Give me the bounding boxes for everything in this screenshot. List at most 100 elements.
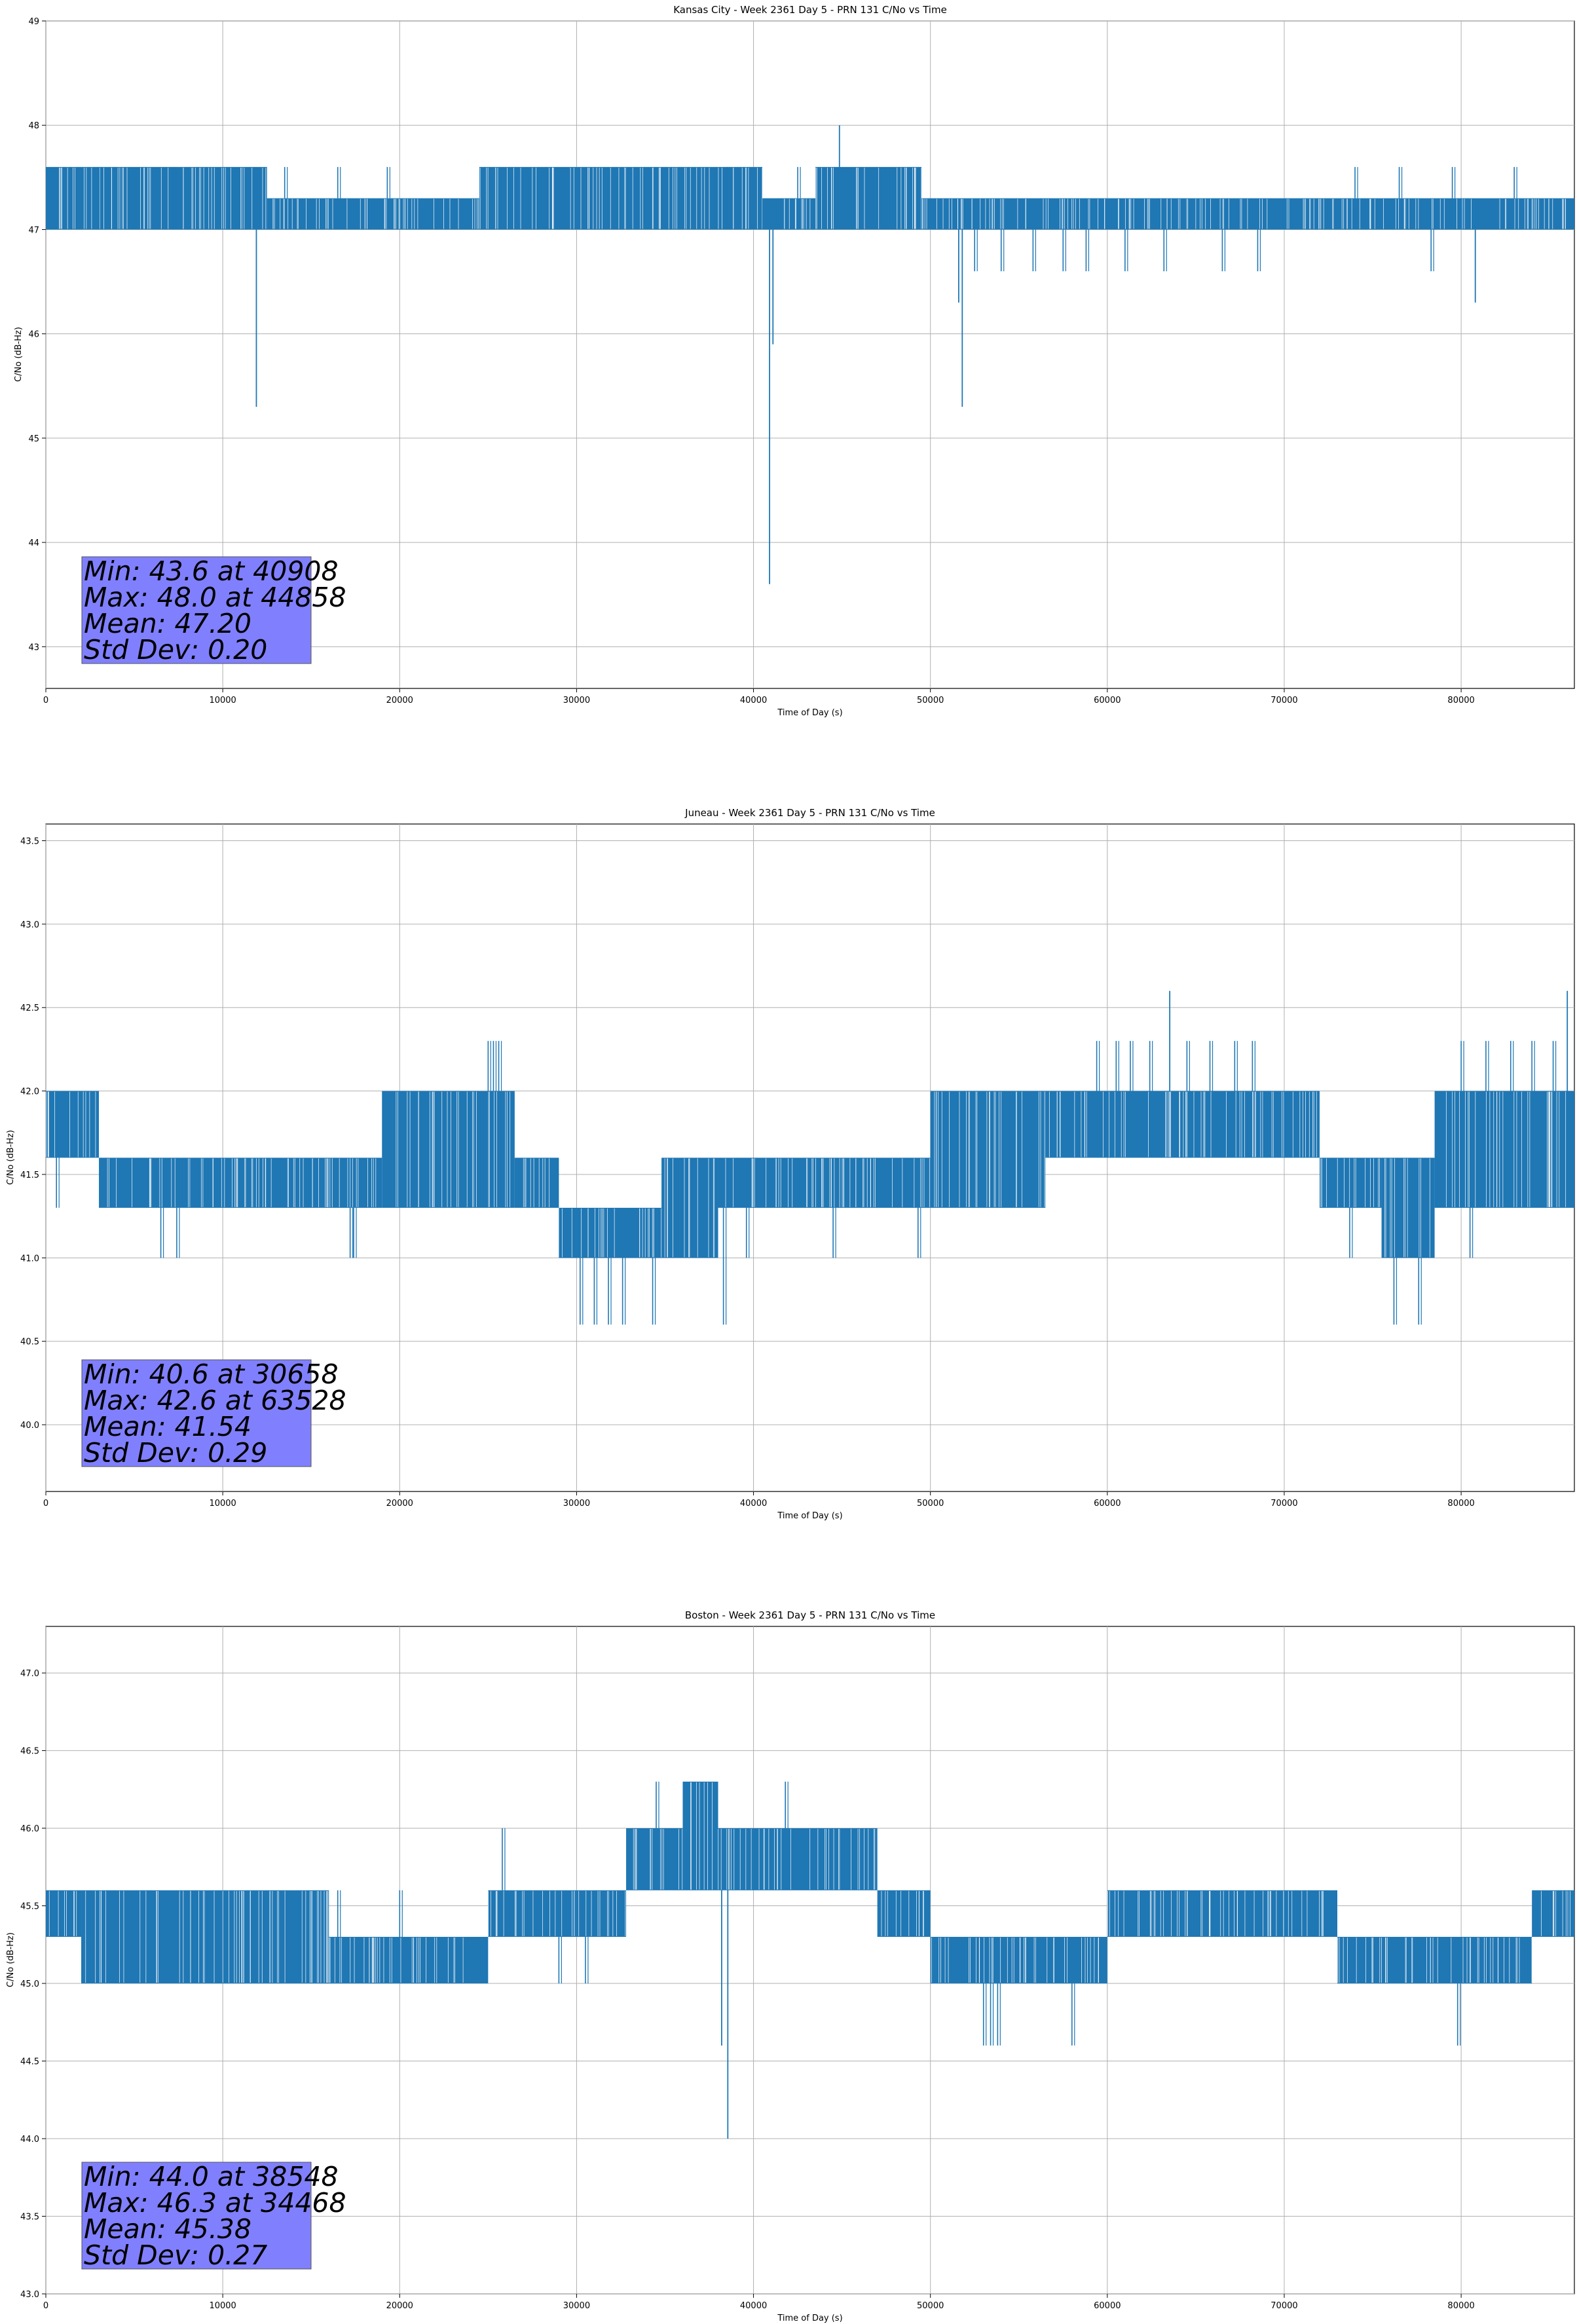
x-tick-label: 80000 [1447,696,1474,705]
cno-band-segment [1320,1157,1382,1208]
y-tick-label: 43.0 [20,920,39,930]
x-tick-label: 80000 [1447,2301,1474,2311]
y-tick-label: 40.0 [20,1421,39,1431]
x-tick-label: 40000 [740,1499,767,1509]
y-tick-label: 46 [28,330,39,340]
x-tick-label: 0 [43,1499,48,1509]
x-tick-label: 10000 [209,2301,236,2311]
x-tick-label: 60000 [1094,1499,1121,1509]
y-tick-label: 40.5 [20,1338,39,1347]
y-axis-label: C/No (dB-Hz) [6,1932,16,1987]
x-tick-label: 20000 [386,696,413,705]
cno-band-segment [99,1157,382,1208]
y-tick-label: 47.0 [20,1669,39,1679]
y-tick-label: 44 [28,538,39,548]
cno-band-segment [514,1157,559,1208]
x-tick-label: 10000 [209,696,236,705]
cno-band-segment [1337,1936,1532,1984]
chart-title: Kansas City - Week 2361 Day 5 - PRN 131 … [673,4,947,16]
y-tick-label: 49 [28,17,39,27]
cno-band-segment [626,1828,683,1890]
chart-title: Boston - Week 2361 Day 5 - PRN 131 C/No … [685,1609,935,1621]
stats-max: Max: 46.3 at 34468 [84,2187,346,2219]
y-axis-label: C/No (dB-Hz) [6,1130,16,1185]
y-tick-label: 43.5 [20,836,39,846]
cno-band-segment [718,1828,878,1890]
cno-band-segment [682,1781,718,1890]
cno-band-segment [559,1207,662,1258]
x-tick-label: 60000 [1094,2301,1121,2311]
stats-box-background [81,1359,312,1467]
cno-band-segment [81,1890,329,1984]
cno-band-segment [488,1890,577,1937]
y-tick-label: 44.5 [20,2057,39,2067]
x-tick-label: 50000 [917,1499,944,1509]
cno-band-segment [762,198,816,230]
x-tick-label: 20000 [386,1499,413,1509]
stats-min: Min: 43.6 at 40908 [84,555,339,587]
cno-band-segment [46,166,267,230]
cno-band-segment [576,1890,627,1937]
x-tick-label: 80000 [1447,1499,1474,1509]
cno-band-segment [718,1157,931,1208]
cno-band-segment [382,1091,515,1208]
chart-panel-juneau: Juneau - Week 2361 Day 5 - PRN 131 C/No … [6,807,1575,1521]
y-tick-label: 45.5 [20,1902,39,1912]
x-tick-label: 30000 [563,2301,590,2311]
x-tick-label: 20000 [386,2301,413,2311]
stats-mean: Mean: 45.38 [84,2213,251,2245]
x-axis-label: Time of Day (s) [777,2314,842,2323]
stats-std-dev: Std Dev: 0.27 [84,2240,267,2271]
cno-band-segment [1107,1890,1338,1937]
y-tick-label: 47 [28,225,39,235]
x-tick-label: 30000 [563,696,590,705]
cno-band-segment [1381,1157,1435,1258]
cno-band-segment [921,198,1574,230]
y-tick-label: 42.5 [20,1003,39,1013]
stats-box: Min: 40.6 at 30658 Max: 42.6 at 63528 Me… [81,1359,346,1469]
cno-band-segment [877,1890,931,1937]
cno-band-segment [46,1890,82,1937]
y-tick-label: 48 [28,121,39,131]
y-tick-label: 43.5 [20,2213,39,2222]
x-tick-label: 50000 [917,696,944,705]
stats-box: Min: 43.6 at 40908 Max: 48.0 at 44858 Me… [81,555,346,665]
y-tick-label: 46.0 [20,1824,39,1834]
y-tick-label: 42.0 [20,1087,39,1097]
x-tick-label: 70000 [1271,2301,1297,2311]
chart-title: Juneau - Week 2361 Day 5 - PRN 131 C/No … [684,807,935,819]
x-tick-label: 30000 [563,1499,590,1509]
x-axis-label: Time of Day (s) [777,1511,842,1521]
y-tick-label: 45 [28,434,39,444]
cno-band-segment [815,166,922,230]
cno-band-segment [329,1936,489,1984]
stats-box-background [81,556,312,664]
y-tick-label: 45.0 [20,1979,39,1989]
stats-max: Max: 48.0 at 44858 [84,582,346,613]
x-tick-label: 40000 [740,2301,767,2311]
y-tick-label: 43.0 [20,2290,39,2300]
x-tick-label: 60000 [1094,696,1121,705]
x-tick-label: 40000 [740,696,767,705]
x-tick-label: 70000 [1271,696,1297,705]
y-tick-label: 41.0 [20,1254,39,1264]
y-tick-label: 46.5 [20,1747,39,1757]
chart-panel-kansas-city: Kansas City - Week 2361 Day 5 - PRN 131 … [14,4,1575,718]
y-tick-label: 43 [28,643,39,652]
x-tick-label: 50000 [917,2301,944,2311]
stats-min: Min: 40.6 at 30658 [84,1359,339,1390]
stats-box: Min: 44.0 at 38548 Max: 46.3 at 34468 Me… [81,2161,346,2271]
cno-band-segment [46,1091,100,1158]
stats-mean: Mean: 47.20 [84,608,251,639]
stats-std-dev: Std Dev: 0.29 [84,1437,267,1469]
stats-mean: Mean: 41.54 [84,1411,251,1442]
x-tick-label: 70000 [1271,1499,1297,1509]
chart-panel-boston: Boston - Week 2361 Day 5 - PRN 131 C/No … [6,1609,1575,2323]
cno-band-segment [930,1091,1046,1208]
y-tick-label: 44.0 [20,2135,39,2145]
cno-band-segment [1434,1091,1574,1208]
y-axis-label: C/No (dB-Hz) [14,327,24,382]
cno-band-segment [267,198,479,230]
x-tick-label: 0 [43,696,48,705]
